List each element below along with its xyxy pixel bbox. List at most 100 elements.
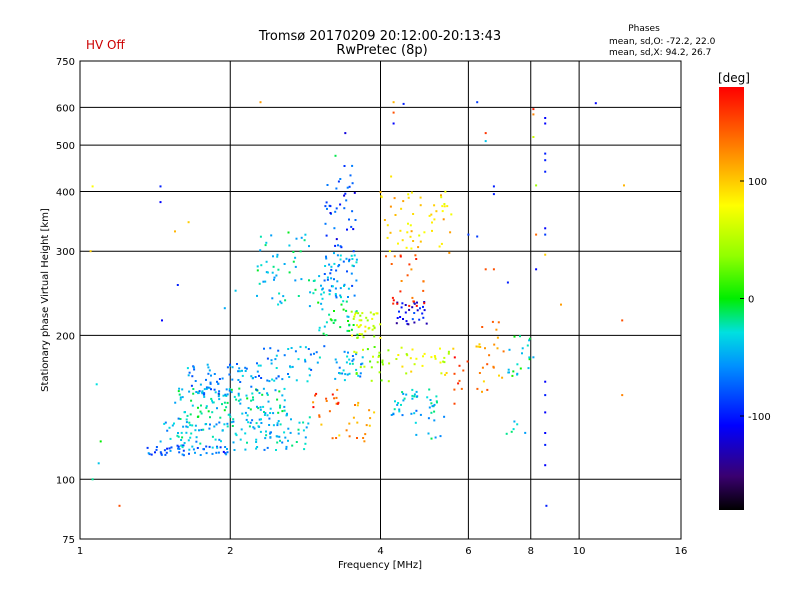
data-point (528, 339, 531, 342)
data-point (315, 351, 318, 354)
data-point (333, 278, 335, 281)
data-point (402, 392, 405, 395)
data-point (401, 239, 404, 242)
data-point (353, 315, 356, 318)
data-point (383, 219, 386, 221)
data-point (379, 323, 382, 326)
data-point (421, 364, 424, 367)
data-point (544, 464, 547, 467)
data-point (213, 388, 216, 391)
data-point (231, 378, 234, 381)
data-point (250, 385, 253, 388)
data-point (348, 372, 351, 375)
data-point (362, 336, 365, 339)
data-point (410, 268, 413, 271)
data-point (405, 372, 408, 375)
data-point (266, 357, 269, 360)
data-point (287, 231, 290, 234)
data-point (323, 279, 326, 282)
data-point (320, 284, 322, 287)
data-point (343, 285, 345, 287)
data-point (621, 394, 624, 397)
data-point (203, 395, 206, 398)
data-point (146, 446, 149, 449)
data-point (279, 406, 281, 409)
data-point (200, 428, 203, 431)
data-point (323, 345, 326, 348)
data-point (379, 336, 382, 339)
data-point (216, 445, 218, 448)
data-point (221, 403, 223, 406)
data-point (189, 413, 192, 416)
data-point (462, 369, 465, 372)
data-point (346, 315, 349, 318)
phases-line-x: mean, sd,X: 94.2, 26.7 (609, 48, 711, 58)
data-point (186, 414, 189, 417)
data-point (513, 335, 516, 338)
data-point (413, 412, 416, 415)
data-point (181, 436, 184, 439)
data-point (453, 388, 456, 391)
data-point (238, 370, 241, 373)
data-point (434, 436, 437, 439)
data-point (272, 255, 274, 258)
data-point (357, 374, 360, 377)
data-point (216, 380, 218, 383)
data-point (168, 447, 171, 450)
data-point (496, 336, 499, 339)
data-point (482, 380, 485, 383)
data-point (176, 284, 179, 286)
data-point (276, 422, 279, 425)
data-point (357, 312, 360, 315)
data-point (193, 368, 196, 371)
data-point (333, 397, 336, 400)
data-point (279, 439, 281, 442)
data-point (216, 446, 219, 449)
data-point (223, 409, 226, 412)
data-point (430, 411, 433, 414)
colorbar-label: [deg] (718, 71, 750, 85)
y-tick-labels: 75 100 200 300 400 500 600 750 (56, 57, 75, 546)
data-point (273, 278, 275, 281)
data-point (488, 354, 491, 357)
data-point (329, 205, 332, 208)
data-point (373, 313, 375, 316)
data-point (484, 268, 487, 271)
data-point (411, 348, 414, 351)
data-point (526, 344, 529, 347)
data-point (258, 418, 261, 421)
data-point (217, 382, 220, 385)
data-point (430, 213, 433, 216)
data-point (415, 357, 418, 360)
data-point (419, 240, 422, 243)
data-point (236, 363, 238, 365)
data-point (320, 302, 323, 305)
data-point (268, 380, 271, 383)
data-point (441, 210, 444, 213)
data-point (252, 396, 254, 399)
data-point (323, 273, 326, 275)
data-point (250, 375, 253, 378)
data-point (203, 392, 206, 395)
data-point (516, 372, 519, 375)
data-point (334, 377, 337, 380)
data-point (326, 207, 328, 210)
data-point (402, 318, 404, 320)
data-point (331, 285, 334, 288)
data-point (413, 395, 416, 398)
data-point (283, 405, 286, 408)
data-point (178, 451, 181, 454)
data-point (334, 210, 337, 213)
data-point (269, 347, 272, 350)
data-point (266, 379, 269, 382)
data-point (338, 366, 341, 369)
data-point (199, 383, 202, 386)
data-point (226, 451, 229, 454)
data-point (269, 407, 272, 410)
data-point (351, 362, 354, 365)
data-point (400, 306, 403, 309)
data-point (394, 214, 397, 216)
data-point (205, 387, 208, 390)
data-point (405, 353, 408, 356)
data-point (231, 366, 234, 369)
